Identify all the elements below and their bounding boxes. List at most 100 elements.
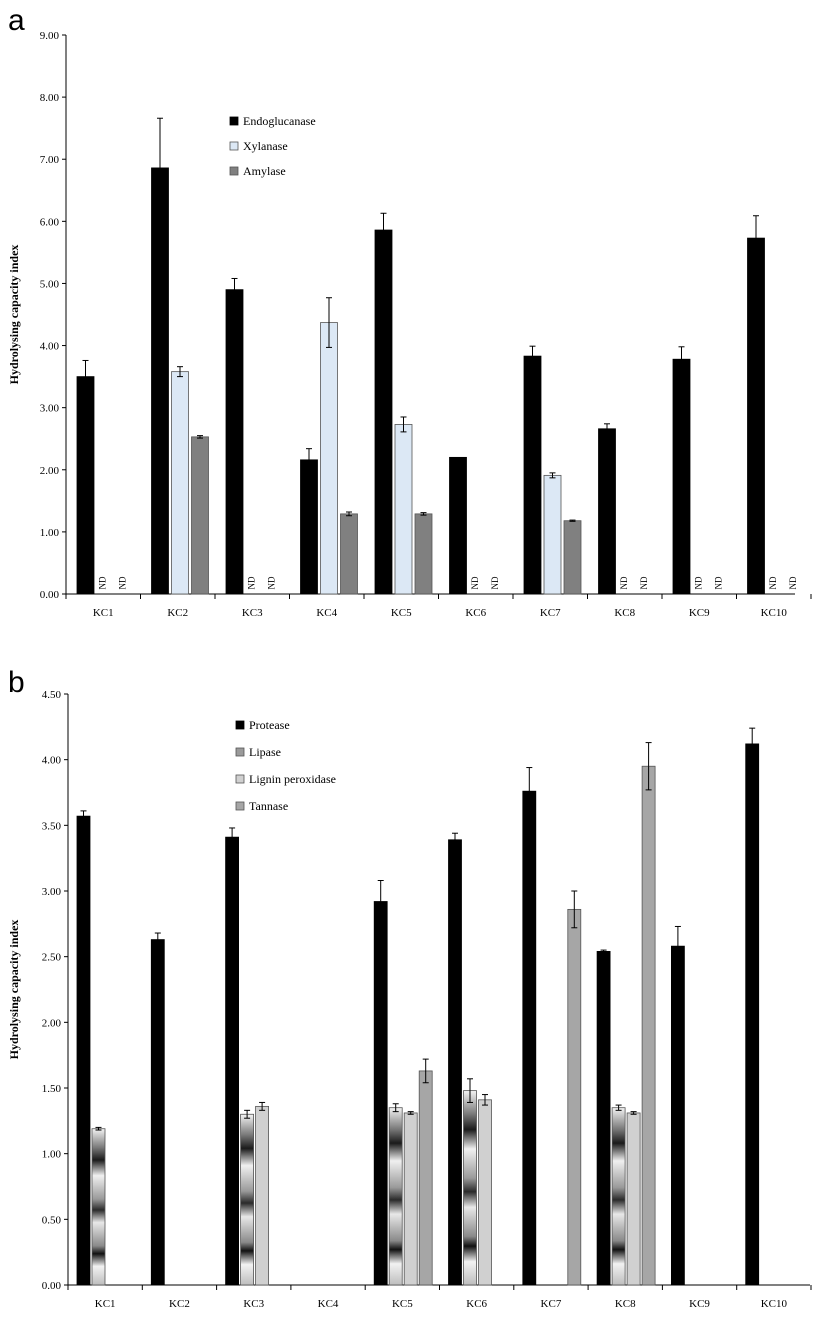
bar-protease xyxy=(150,939,165,1286)
nd-label: ND xyxy=(490,576,500,589)
bar-endoglucanase xyxy=(449,456,467,595)
y-tick-label: 4.50 xyxy=(42,689,62,701)
nd-label: ND xyxy=(247,576,257,589)
x-tick-label: KC10 xyxy=(761,1298,788,1310)
bar-endoglucanase xyxy=(598,428,616,595)
x-tick-label: KC7 xyxy=(540,607,561,619)
bar-xylanase xyxy=(320,322,338,595)
x-tick-label: KC2 xyxy=(167,607,188,619)
bar-endoglucanase xyxy=(747,237,765,595)
legend-swatch xyxy=(235,774,245,784)
legend-swatch xyxy=(235,747,245,757)
chart-panel-b: b 0.00 0.50 1.00 1.50 2.00 2.50 3.00 3.50 4.00 4.5… xyxy=(7,666,812,1310)
y-tick-label: 9.00 xyxy=(40,30,60,42)
bar-tannase xyxy=(567,908,582,1286)
x-tick-label: KC6 xyxy=(466,1298,487,1310)
x-tick-label: KC10 xyxy=(761,607,788,619)
legend-swatch xyxy=(235,801,245,811)
x-tick-label: KC3 xyxy=(242,607,263,619)
legend-swatch xyxy=(235,720,245,730)
y-tick-label: 4.00 xyxy=(40,341,60,353)
y-tick-label: 3.00 xyxy=(42,886,62,898)
y-tick-label: 0.00 xyxy=(42,1280,62,1292)
nd-label: ND xyxy=(118,576,128,589)
y-axis-title: Hydrolysing capacity index xyxy=(7,245,21,385)
x-tick-label: KC6 xyxy=(465,607,486,619)
bar-tannase xyxy=(418,1070,433,1286)
bar-endoglucanase xyxy=(151,167,169,595)
legend-label: Lignin peroxidase xyxy=(249,772,336,786)
bar-protease xyxy=(76,815,91,1286)
panel-label: b xyxy=(8,666,25,699)
bar-lipase xyxy=(463,1090,477,1286)
y-tick-label: 6.00 xyxy=(40,216,60,228)
bar-xylanase xyxy=(171,371,189,595)
y-tick-label: 7.00 xyxy=(40,154,60,166)
chart-panel-a: a 0.00 1.00 2.00 3.00 4.00 5.00 6.00 7.00 8.00 9.0… xyxy=(7,4,812,619)
y-tick-label: 1.00 xyxy=(42,1149,62,1161)
nd-label: ND xyxy=(694,576,704,589)
bar-protease xyxy=(596,951,611,1286)
x-tick-label: KC5 xyxy=(392,1298,413,1310)
legend-swatch xyxy=(229,116,239,126)
bar-amylase xyxy=(414,513,433,595)
y-tick-label: 0.50 xyxy=(42,1214,62,1226)
bar-lignin-peroxidase xyxy=(403,1112,418,1286)
y-tick-label: 3.50 xyxy=(42,820,62,832)
y-tick-label: 4.00 xyxy=(42,755,62,767)
x-tick-label: KC7 xyxy=(541,1298,562,1310)
y-tick-label: 5.00 xyxy=(40,278,60,290)
bar-endoglucanase xyxy=(523,355,542,595)
bar-protease xyxy=(225,836,240,1286)
bar-protease xyxy=(745,743,760,1286)
nd-label: ND xyxy=(768,576,778,589)
x-tick-label: KC3 xyxy=(243,1298,264,1310)
bar-amylase xyxy=(563,520,582,595)
y-tick-label: 3.00 xyxy=(40,403,60,415)
nd-label: ND xyxy=(619,576,629,589)
x-tick-label: KC8 xyxy=(614,607,635,619)
x-tick-label: KC2 xyxy=(169,1298,190,1310)
y-tick-label: 8.00 xyxy=(40,92,60,104)
x-tick-label: KC9 xyxy=(689,1298,710,1310)
legend-swatch xyxy=(229,141,239,151)
x-tick-label: KC4 xyxy=(318,1298,339,1310)
y-axis-title: Hydrolysing capacity index xyxy=(7,920,21,1060)
x-tick-label: KC1 xyxy=(95,1298,116,1310)
bar-protease xyxy=(373,901,388,1286)
bar-lipase xyxy=(611,1107,626,1286)
x-tick-label: KC5 xyxy=(391,607,412,619)
bar-amylase xyxy=(191,436,209,595)
legend-label: Lipase xyxy=(249,745,281,759)
bar-lignin-peroxidase xyxy=(478,1099,492,1286)
legend-label: Protease xyxy=(249,718,290,732)
nd-label: ND xyxy=(788,576,798,589)
x-tick-label: KC4 xyxy=(316,607,337,619)
nd-label: ND xyxy=(639,576,649,589)
bar-lignin-peroxidase xyxy=(255,1105,270,1286)
bar-xylanase xyxy=(394,424,413,595)
bar-protease xyxy=(671,945,685,1286)
legend-label: Endoglucanase xyxy=(243,114,316,128)
bar-protease xyxy=(522,790,537,1286)
panel-label: a xyxy=(8,4,25,37)
y-tick-label: 1.00 xyxy=(40,527,60,539)
bar-lipase xyxy=(91,1128,106,1286)
bar-lipase xyxy=(240,1113,255,1286)
y-tick-label: 1.50 xyxy=(42,1083,62,1095)
bar-endoglucanase xyxy=(374,229,393,595)
bar-endoglucanase xyxy=(300,459,318,595)
x-tick-label: KC8 xyxy=(615,1298,636,1310)
bar-xylanase xyxy=(543,474,562,595)
bar-lipase xyxy=(388,1107,403,1286)
legend-label: Tannase xyxy=(249,799,288,813)
legend-label: Amylase xyxy=(243,164,286,178)
bar-endoglucanase xyxy=(76,376,95,595)
bar-amylase xyxy=(340,513,358,595)
bar-endoglucanase xyxy=(225,289,244,595)
nd-label: ND xyxy=(267,576,277,589)
bar-protease xyxy=(448,839,462,1286)
bar-lignin-peroxidase xyxy=(626,1112,641,1286)
y-tick-label: 2.50 xyxy=(42,952,62,964)
nd-label: ND xyxy=(98,576,108,589)
